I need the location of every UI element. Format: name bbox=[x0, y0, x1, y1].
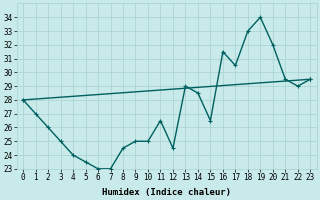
X-axis label: Humidex (Indice chaleur): Humidex (Indice chaleur) bbox=[102, 188, 231, 197]
